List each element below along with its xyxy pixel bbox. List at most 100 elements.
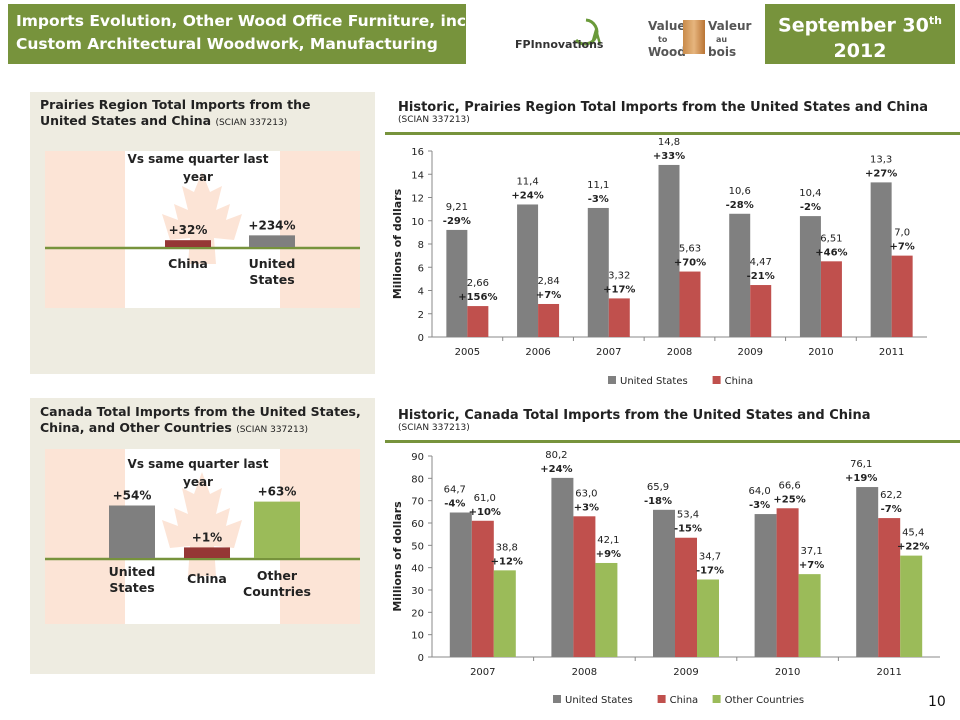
bar-value-0-0: 64,7 [444, 485, 466, 496]
y-tick-label-3: 30 [411, 586, 424, 597]
page-number: 10 [928, 694, 946, 710]
bar-change-0-2: -3% [588, 194, 609, 205]
summary-bar-value-0: +32% [169, 223, 208, 237]
canada-summary-chart: Vs same quarter last year +54% UnitedStat… [45, 449, 360, 624]
bar-0-0 [446, 229, 468, 337]
maple-leaf-icon [162, 172, 242, 264]
summary-bar-label-1-0: United [249, 256, 296, 271]
bar-value-2-3: 37,1 [800, 546, 822, 557]
bar-change-1-6: +7% [889, 242, 914, 253]
date-badge: September 30th 2012 [765, 4, 955, 64]
bar-2-2 [697, 579, 719, 657]
summary-bar-label-1-1: States [249, 272, 294, 287]
bar-0-2 [587, 207, 609, 337]
bar-0-1 [551, 477, 574, 657]
legend-label-1: China [670, 695, 699, 706]
logo-to: to [658, 35, 668, 44]
y-axis-label: Millions of dollars [391, 501, 404, 612]
prairies-summary-code: (SCIAN 337213) [215, 118, 288, 128]
legend-label-0: United States [620, 376, 688, 387]
bar-value-1-1: 2,84 [537, 276, 559, 287]
bar-change-0-2: -18% [644, 496, 672, 507]
y-tick-label-4: 40 [411, 564, 424, 575]
bar-0-1 [517, 204, 539, 337]
x-tick-label-0: 2007 [470, 667, 495, 678]
bar-value-0-6: 13,3 [870, 154, 892, 165]
canada-summary-panel: Canada Total Imports from the United Sta… [30, 398, 375, 674]
bar-change-1-3: +70% [674, 258, 706, 269]
bar-change-2-4: +22% [897, 542, 929, 553]
summary-bar-label-0-1: States [109, 580, 154, 595]
y-tick-label-3: 6 [418, 263, 424, 274]
bar-0-3 [754, 514, 777, 657]
bar-value-1-4: 62,2 [880, 490, 902, 501]
bar-value-1-4: 4,47 [750, 257, 772, 268]
canada-summary-heading-1: Vs same quarter last [128, 457, 269, 471]
summary-bar-1 [249, 235, 295, 247]
bar-change-1-0: +10% [469, 507, 501, 518]
prairies-chart-header: Historic, Prairies Region Total Imports … [398, 100, 938, 125]
bar-value-0-3: 64,0 [748, 486, 770, 497]
date-main: September 30 [778, 14, 929, 37]
y-tick-label-5: 50 [411, 541, 424, 552]
bar-change-1-5: +46% [815, 247, 847, 258]
canada-chart-subtitle: (SCIAN 337213) [398, 423, 470, 433]
bar-value-1-1: 63,0 [575, 488, 597, 499]
summary-bar-2 [254, 501, 300, 558]
summary-bar-label-0-0: United [109, 564, 156, 579]
bar-1-3 [679, 271, 701, 337]
logo-value: Value [648, 19, 686, 33]
bar-value-1-3: 5,63 [679, 244, 701, 255]
logo-au: au [716, 35, 728, 44]
bar-value-0-1: 80,2 [545, 450, 567, 461]
x-tick-label-0: 2005 [455, 347, 480, 358]
prairies-summary-title-text: Prairies Region Total Imports from the U… [40, 97, 311, 128]
bar-change-0-1: +24% [511, 190, 543, 201]
x-tick-label-1: 2006 [525, 347, 550, 358]
canada-flag-background [45, 151, 360, 308]
bar-value-2-0: 38,8 [496, 542, 518, 553]
bar-0-4 [856, 487, 879, 657]
bar-value-2-4: 45,4 [902, 528, 924, 539]
summary-bar-value-1: +1% [192, 530, 222, 544]
logo-bois: bois [708, 45, 737, 59]
bar-value-0-3: 14,8 [658, 137, 680, 148]
bar-1-4 [750, 285, 772, 337]
y-tick-label-9: 90 [411, 452, 424, 463]
bar-change-1-4: -7% [881, 504, 902, 515]
x-tick-label-2: 2009 [673, 667, 698, 678]
prairies-chart-rule [385, 132, 960, 135]
bar-change-2-3: +7% [799, 560, 824, 571]
y-tick-label-1: 10 [411, 631, 424, 642]
y-tick-label-1: 2 [418, 310, 424, 321]
y-tick-label-2: 4 [418, 287, 424, 298]
prairies-summary-title: Prairies Region Total Imports from the U… [40, 97, 360, 131]
maple-leaf-icon [162, 472, 242, 576]
bar-1-5 [820, 261, 842, 337]
bar-value-0-4: 76,1 [850, 459, 872, 470]
prairies-summary-chart: Vs same quarter last year +32% China +234%… [45, 151, 360, 308]
y-tick-label-8: 16 [411, 147, 424, 158]
bar-change-0-3: -3% [749, 500, 770, 511]
x-tick-label-6: 2011 [879, 347, 904, 358]
bar-1-1 [538, 303, 560, 337]
bar-value-1-6: 7,0 [894, 228, 910, 239]
bar-1-0 [467, 306, 489, 337]
bar-value-0-2: 65,9 [647, 482, 669, 493]
x-tick-label-5: 2010 [808, 347, 833, 358]
prairies-chart-subtitle: (SCIAN 337213) [398, 115, 470, 125]
bar-1-4 [878, 518, 901, 657]
bar-change-0-6: +27% [865, 168, 897, 179]
bar-change-1-3: +25% [773, 494, 805, 505]
bar-0-4 [729, 213, 751, 337]
bar-0-0 [449, 512, 472, 657]
bar-change-2-1: +9% [596, 549, 621, 560]
fpinnovations-logo [500, 14, 620, 54]
bar-1-3 [776, 508, 799, 657]
bar-value-1-2: 3,32 [608, 270, 630, 281]
bar-value-0-1: 11,4 [516, 176, 538, 187]
bar-1-2 [675, 537, 697, 657]
bar-change-1-0: +156% [458, 292, 497, 303]
legend-label-2: Other Countries [725, 695, 805, 706]
summary-bar-0 [109, 505, 155, 558]
